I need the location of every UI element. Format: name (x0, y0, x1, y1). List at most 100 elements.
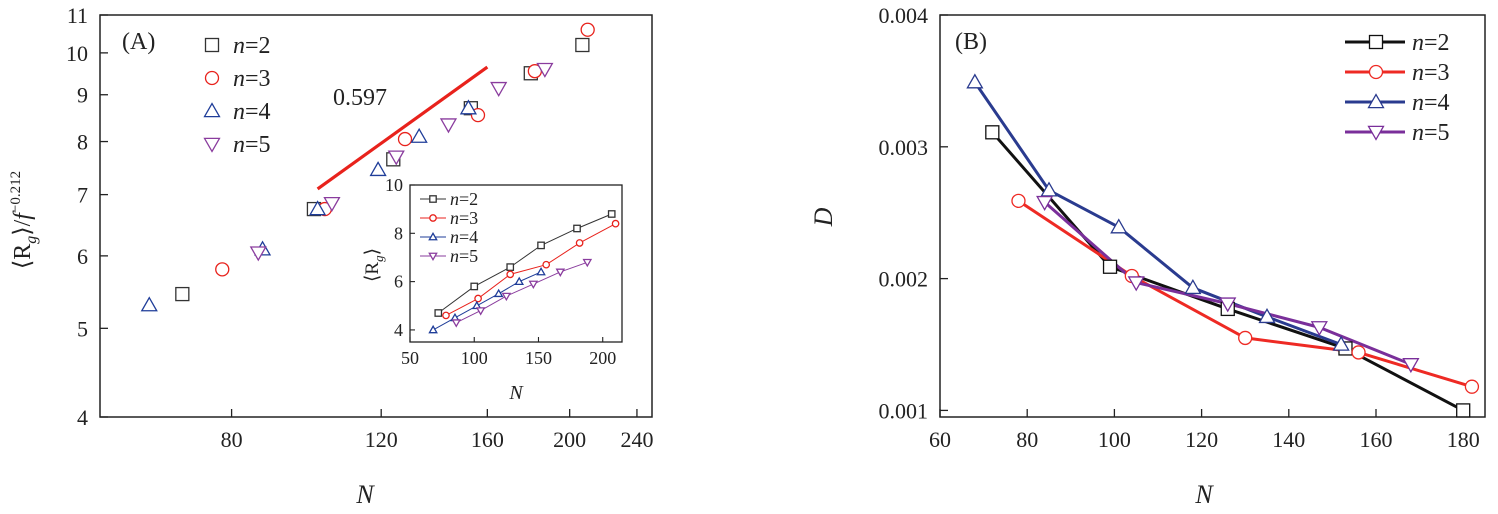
panel-b-xtick-label: 80 (1016, 427, 1038, 452)
inset-point (575, 239, 584, 247)
panel-a-xlabel: N (355, 480, 375, 509)
panel-a-ylabel-mid: ⟩/ (10, 219, 36, 235)
panel-b-legend-label-eq: =5 (1424, 120, 1450, 146)
panel-a-legend-label-eq: =2 (245, 33, 271, 59)
panel-a-legend-marker (204, 70, 220, 86)
panel-a-point-n4 (140, 296, 158, 312)
inset-point (573, 224, 581, 233)
panel-a-ytick-label: 5 (77, 316, 88, 341)
panel-a-point-n5 (439, 118, 458, 134)
panel-b-point (1110, 218, 1128, 234)
inset-point (555, 268, 566, 277)
panel-a-legend-marker (204, 37, 220, 53)
panel-b-xtick-label: 180 (1447, 427, 1480, 452)
panel-a-ylabel-sub: g (23, 236, 40, 244)
panel-b-xtick-label: 140 (1272, 427, 1305, 452)
panel-a-legend-label-eq: =3 (245, 66, 271, 92)
inset-legend-label-n: n (450, 246, 459, 266)
panel-b-ytick-label: 0.001 (879, 398, 929, 423)
panel-b-point (1258, 308, 1276, 324)
inset-point (542, 260, 551, 269)
panel-a-point-n5 (536, 62, 554, 78)
inset-ylabel-end: ⟩ (362, 248, 383, 255)
inset-ylabel: ⟨Rg⟩ (362, 248, 386, 282)
svg-text:⟨Rg⟩/f−0.212: ⟨Rg⟩/f−0.212 (8, 171, 40, 269)
inset-legend-marker (428, 252, 438, 261)
panel-b-legend-marker (1367, 125, 1385, 141)
panel-b-ytick-label: 0.003 (879, 135, 929, 160)
panel-b-legend-label-n: n (1412, 120, 1424, 146)
panel-b-legend-label: n=2 (1412, 30, 1450, 56)
panel-a-legend-label: n=3 (233, 66, 271, 92)
fit-slope-label: 0.597 (333, 85, 387, 111)
inset-point (514, 276, 525, 286)
inset-series-line (445, 223, 616, 316)
inset-ytick-label: 10 (385, 175, 403, 195)
inset-legend-marker (429, 195, 437, 203)
panel-b-ylabel: D (809, 207, 838, 227)
panel-b-legend-marker (1368, 64, 1384, 80)
panel-a-legend-marker (203, 137, 221, 153)
fit-line (316, 65, 489, 191)
panel-b-legend: n=2n=3n=4n=5 (1345, 30, 1450, 146)
panel-b-legend-label: n=5 (1412, 120, 1450, 146)
panel-a-point-n3 (580, 22, 595, 37)
inset-xtick-label: 200 (589, 348, 616, 368)
panel-a-frame (99, 14, 653, 418)
panel-a-legend: n=2n=3n=4n=5 (203, 33, 271, 158)
panel-b-legend-label-n: n (1412, 30, 1424, 56)
inset-legend-marker (429, 214, 437, 222)
panel-b-point (1310, 321, 1328, 337)
panel-b-ytick-label: 0.002 (879, 267, 929, 292)
panel-a-legend-marker (203, 102, 221, 118)
panel-b-point (1127, 276, 1145, 292)
panel-a-point-n4 (369, 161, 387, 177)
inset-series-line (456, 261, 588, 324)
panel-a-ylabel-f: f (10, 210, 36, 220)
panel-a-legend-label-n: n (233, 132, 245, 158)
panel-a-point-n5 (387, 150, 405, 166)
inset-legend-label: n=4 (450, 227, 478, 247)
panel-b-series-line (1043, 201, 1412, 366)
inset-legend: n=2n=3n=4n=5 (420, 189, 478, 266)
panel-a-ytick-label: 7 (77, 183, 88, 208)
inset-point (582, 258, 593, 268)
panel-a-legend-label-n: n (233, 99, 245, 125)
panel-b-xlabel: N (1194, 480, 1214, 509)
panel-a-ytick-label: 8 (77, 130, 88, 155)
inset-ylabel-main: ⟨R (362, 262, 383, 282)
inset-point (434, 309, 443, 317)
inset-xlabel: N (508, 382, 524, 404)
panel-b-legend-label-n: n (1412, 60, 1424, 86)
panel-b-series-line (973, 81, 1342, 346)
panel-a-point-n2 (175, 286, 190, 302)
panel-b-label: (B) (955, 29, 987, 55)
inset-legend-label: n=5 (450, 246, 478, 266)
panel-a-legend-label: n=4 (233, 99, 271, 125)
inset-ytick-label: 8 (394, 223, 403, 243)
panel-b-point (1351, 345, 1366, 360)
panel-b-point (1332, 335, 1350, 351)
panel-b-xtick-label: 100 (1098, 427, 1131, 452)
inset-legend-label-n: n (450, 208, 459, 228)
inset-point (506, 270, 515, 279)
panel-a-ylabel-main: ⟨R (10, 244, 36, 269)
panel-a-legend-label-n: n (233, 33, 245, 59)
panel-a-legend-label: n=5 (233, 132, 271, 158)
inset-point (611, 219, 620, 228)
inset-legend-label-n: n (450, 227, 459, 247)
inset-legend-label-eq: =5 (459, 246, 478, 266)
panel-a-ytick-label: 10 (66, 41, 88, 66)
panel-a-xtick-label: 80 (221, 427, 243, 452)
inset-legend-label-eq: =3 (459, 208, 478, 228)
panel-b-frame (939, 14, 1486, 418)
svg-text:⟨Rg⟩: ⟨Rg⟩ (362, 248, 386, 282)
inset-point (537, 241, 545, 250)
panel-b-xtick-label: 160 (1360, 427, 1393, 452)
panel-b-legend-label-eq: =3 (1424, 60, 1450, 86)
panel-a-xtick-label: 120 (365, 427, 398, 452)
panel-a-point-n5 (249, 246, 267, 262)
panel-a-point-n4 (309, 200, 327, 216)
inset-point (506, 263, 515, 271)
